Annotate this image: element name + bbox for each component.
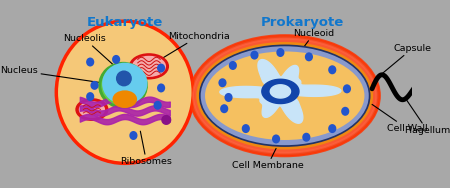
Ellipse shape xyxy=(193,39,376,153)
Ellipse shape xyxy=(91,82,98,89)
Ellipse shape xyxy=(80,102,104,117)
Ellipse shape xyxy=(306,53,312,60)
Ellipse shape xyxy=(117,71,131,85)
Ellipse shape xyxy=(342,108,348,115)
Ellipse shape xyxy=(198,43,372,149)
Ellipse shape xyxy=(155,102,161,109)
Ellipse shape xyxy=(56,20,194,164)
Text: Flagellum: Flagellum xyxy=(404,100,450,135)
Ellipse shape xyxy=(303,134,309,141)
Ellipse shape xyxy=(113,56,119,63)
Ellipse shape xyxy=(158,65,164,71)
Ellipse shape xyxy=(130,54,168,78)
Text: Nucleus: Nucleus xyxy=(0,66,108,84)
Ellipse shape xyxy=(158,84,164,91)
Ellipse shape xyxy=(252,52,257,58)
Text: Prokaryote: Prokaryote xyxy=(261,16,344,29)
Ellipse shape xyxy=(206,52,364,139)
Ellipse shape xyxy=(221,105,227,112)
Ellipse shape xyxy=(220,79,225,86)
Text: Nucleolis: Nucleolis xyxy=(63,34,126,77)
Ellipse shape xyxy=(76,99,108,120)
Ellipse shape xyxy=(99,63,147,108)
Ellipse shape xyxy=(189,35,380,156)
Ellipse shape xyxy=(87,93,93,100)
Text: Nucleoid: Nucleoid xyxy=(280,29,334,78)
Ellipse shape xyxy=(225,94,232,101)
Text: Capsule: Capsule xyxy=(376,44,432,78)
Text: Cell Membrane: Cell Membrane xyxy=(232,149,303,170)
Ellipse shape xyxy=(113,91,136,107)
Polygon shape xyxy=(262,79,299,104)
Ellipse shape xyxy=(329,125,335,132)
Ellipse shape xyxy=(273,136,279,143)
Polygon shape xyxy=(220,60,341,123)
Ellipse shape xyxy=(230,62,236,69)
Ellipse shape xyxy=(59,24,190,161)
Ellipse shape xyxy=(200,45,369,146)
Ellipse shape xyxy=(344,85,350,92)
Ellipse shape xyxy=(329,66,335,73)
Ellipse shape xyxy=(202,47,368,144)
Ellipse shape xyxy=(243,125,249,132)
Polygon shape xyxy=(162,116,171,124)
Text: Eukaryote: Eukaryote xyxy=(87,16,163,29)
Ellipse shape xyxy=(130,132,136,139)
Ellipse shape xyxy=(133,57,165,76)
Text: Mitochondria: Mitochondria xyxy=(149,32,230,66)
Ellipse shape xyxy=(277,49,284,56)
Ellipse shape xyxy=(103,64,146,104)
Polygon shape xyxy=(270,85,291,98)
Ellipse shape xyxy=(102,66,144,105)
Ellipse shape xyxy=(87,58,93,65)
Text: Ribosomes: Ribosomes xyxy=(121,131,172,166)
Text: Cell Wall: Cell Wall xyxy=(372,104,428,133)
